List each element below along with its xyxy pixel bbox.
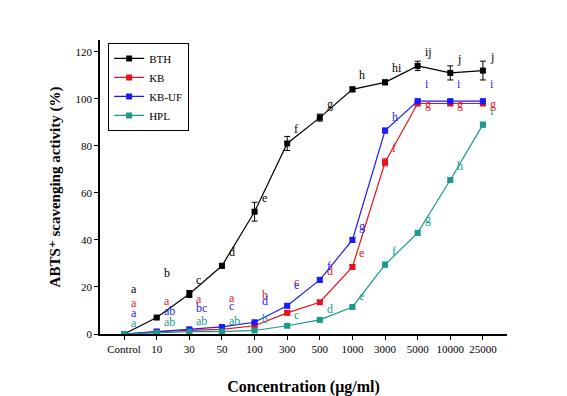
svg-text:a: a <box>164 294 170 308</box>
svg-text:40: 40 <box>81 234 93 246</box>
svg-text:ab: ab <box>196 314 207 328</box>
svg-text:e: e <box>262 191 267 205</box>
svg-text:3000: 3000 <box>374 343 397 355</box>
svg-text:80: 80 <box>81 140 93 152</box>
svg-text:hi: hi <box>392 61 402 75</box>
svg-text:10000: 10000 <box>437 343 465 355</box>
svg-text:g: g <box>490 97 496 111</box>
svg-text:g: g <box>327 97 333 111</box>
svg-text:a: a <box>196 292 202 306</box>
svg-text:h: h <box>457 159 463 173</box>
svg-text:300: 300 <box>279 343 296 355</box>
svg-text:a: a <box>131 316 137 330</box>
svg-text:ab: ab <box>164 315 175 329</box>
svg-text:i: i <box>425 77 429 91</box>
svg-text:1000: 1000 <box>341 343 364 355</box>
svg-text:j: j <box>490 50 494 64</box>
svg-text:a: a <box>229 291 235 305</box>
svg-text:d: d <box>262 294 268 308</box>
svg-text:c: c <box>294 308 299 322</box>
svg-text:ab: ab <box>229 314 240 328</box>
svg-text:0: 0 <box>87 328 93 340</box>
svg-text:h: h <box>359 68 365 82</box>
svg-text:120: 120 <box>76 46 93 58</box>
svg-text:i: i <box>457 77 461 91</box>
svg-text:20: 20 <box>81 281 93 293</box>
svg-text:a: a <box>131 296 137 310</box>
svg-text:KB: KB <box>149 72 164 84</box>
svg-text:50: 50 <box>216 343 228 355</box>
svg-text:h: h <box>392 110 398 124</box>
svg-text:BTH: BTH <box>149 53 171 65</box>
svg-text:100: 100 <box>76 93 93 105</box>
svg-text:f: f <box>294 122 298 136</box>
svg-text:10: 10 <box>151 343 163 355</box>
svg-text:KB-UF: KB-UF <box>149 91 182 103</box>
svg-text:HPL: HPL <box>149 110 170 122</box>
svg-text:j: j <box>457 52 461 66</box>
svg-text:d: d <box>229 245 235 259</box>
svg-text:c: c <box>294 275 299 289</box>
svg-text:500: 500 <box>312 343 329 355</box>
svg-text:e: e <box>294 278 299 292</box>
svg-text:b: b <box>164 266 170 280</box>
svg-text:f: f <box>327 259 331 273</box>
svg-text:e: e <box>359 289 364 303</box>
svg-text:f: f <box>392 141 396 155</box>
svg-text:100: 100 <box>246 343 263 355</box>
svg-text:60: 60 <box>81 187 93 199</box>
svg-text:g: g <box>359 219 365 233</box>
svg-text:ij: ij <box>425 45 432 59</box>
svg-text:c: c <box>196 273 201 287</box>
svg-text:Control: Control <box>107 343 141 355</box>
svg-text:d: d <box>327 302 333 316</box>
svg-text:ABTS⁺ scavenging activity (%): ABTS⁺ scavenging activity (%) <box>47 87 64 288</box>
svg-text:bc: bc <box>196 301 207 315</box>
svg-text:30: 30 <box>184 343 196 355</box>
svg-text:c: c <box>229 299 234 313</box>
svg-text:g: g <box>425 212 431 226</box>
svg-text:i: i <box>490 77 494 91</box>
svg-text:g: g <box>457 97 463 111</box>
svg-text:e: e <box>359 246 364 260</box>
svg-text:a: a <box>131 306 137 320</box>
svg-text:i: i <box>490 104 494 118</box>
svg-text:b: b <box>262 312 268 326</box>
svg-text:ab: ab <box>164 304 175 318</box>
svg-text:d: d <box>327 264 333 278</box>
svg-text:a: a <box>131 282 137 296</box>
svg-text:5000: 5000 <box>407 343 430 355</box>
svg-text:f: f <box>392 244 396 258</box>
svg-text:Concentration (μg/ml): Concentration (μg/ml) <box>227 378 380 396</box>
svg-text:b: b <box>262 288 268 302</box>
svg-text:25000: 25000 <box>469 343 497 355</box>
svg-text:g: g <box>425 97 431 111</box>
